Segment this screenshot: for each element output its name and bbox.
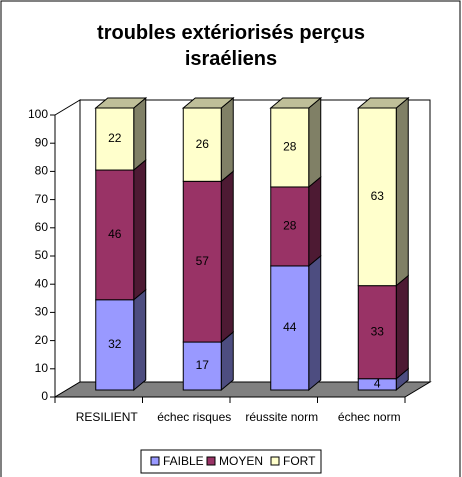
x-tick-label: RESILIENT <box>76 410 139 424</box>
bar <box>95 107 135 171</box>
bar <box>182 107 222 182</box>
bar-side <box>395 274 409 380</box>
data-label: 32 <box>108 337 122 351</box>
legend-swatch <box>206 456 216 466</box>
y-tick-label: 100 <box>28 107 48 121</box>
x-tick-label: réussite norm <box>245 410 318 424</box>
y-tick-label: 50 <box>35 248 49 262</box>
data-label: 17 <box>196 358 210 372</box>
bar <box>182 180 222 343</box>
y-tick-label: 90 <box>35 135 49 149</box>
y-tick-label: 0 <box>41 389 48 403</box>
bar-side <box>395 96 409 287</box>
legend-label: MOYEN <box>219 454 263 468</box>
legend-swatch <box>270 456 280 466</box>
data-label: 26 <box>196 137 210 151</box>
y-tick-label: 70 <box>35 192 49 206</box>
x-tick-label: échec risques <box>157 410 231 424</box>
bar <box>357 107 397 287</box>
bar <box>270 265 310 391</box>
data-label: 28 <box>283 219 297 233</box>
bar-side <box>133 96 147 172</box>
legend-box <box>140 449 322 474</box>
y-tick-label: 60 <box>35 220 49 234</box>
data-label: 22 <box>108 131 122 145</box>
chart-title: troubles extériorisés perçus israéliens <box>97 22 365 70</box>
bar-side <box>308 96 322 189</box>
data-label: 46 <box>108 227 122 241</box>
legend-label: FORT <box>283 454 316 468</box>
data-label: 44 <box>283 320 297 334</box>
data-label: 33 <box>371 324 385 338</box>
y-tick-label: 80 <box>35 164 49 178</box>
bar <box>95 169 135 301</box>
left-wall <box>54 99 81 398</box>
y-tick-label: 20 <box>35 333 49 347</box>
bar <box>270 186 310 267</box>
bar <box>182 341 222 391</box>
x-tick-label: échec norm <box>338 410 401 424</box>
bar-side <box>308 175 322 267</box>
data-label: 63 <box>371 189 385 203</box>
bar-side <box>220 96 234 183</box>
bar-side <box>308 254 322 392</box>
bar-side <box>220 170 234 344</box>
bar-side <box>133 288 147 392</box>
y-tick-label: 40 <box>35 276 49 290</box>
legend-label: FAIBLE <box>163 454 204 468</box>
data-label: 57 <box>196 254 210 268</box>
bar <box>270 107 310 188</box>
data-label: 4 <box>374 377 381 391</box>
legend-swatch <box>150 456 160 466</box>
data-label: 28 <box>283 140 297 154</box>
bar-side <box>133 158 147 301</box>
y-tick-label: 10 <box>35 361 49 375</box>
y-tick-label: 30 <box>35 305 49 319</box>
bar <box>95 299 135 391</box>
